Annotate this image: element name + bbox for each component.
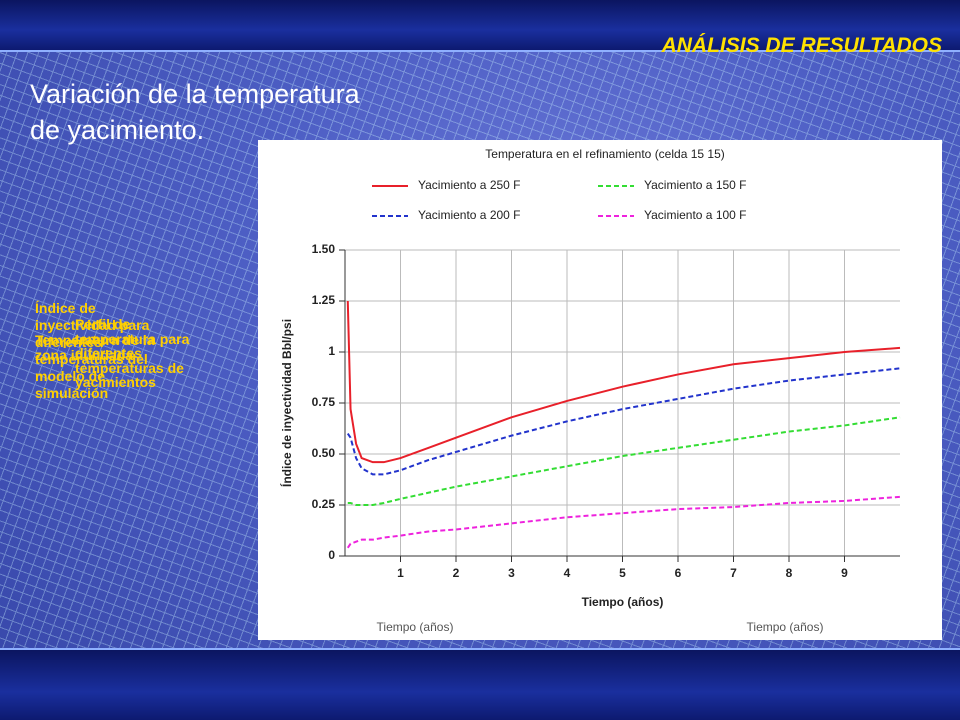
y-tick-label: 0.25 bbox=[312, 497, 336, 511]
section-title: ANÁLISIS DE RESULTADOS bbox=[661, 34, 942, 57]
note-line: yacimientos bbox=[75, 374, 156, 390]
note: Índice de inyectividad para diferentes temp… bbox=[35, 300, 149, 402]
y-tick-label: 0 bbox=[328, 548, 335, 562]
x-tick-label: 4 bbox=[564, 566, 571, 580]
legend-label: Yacimiento a 150 F bbox=[644, 178, 747, 192]
series-line bbox=[346, 367, 901, 476]
chart-background bbox=[258, 140, 942, 640]
x-tick-label: 5 bbox=[619, 566, 626, 580]
x-axis-label: Tiempo (años) bbox=[582, 595, 664, 609]
note-line: zona inundada bbox=[35, 347, 133, 363]
note-line: diferentes bbox=[35, 334, 102, 350]
footer-band bbox=[0, 648, 960, 720]
heading: Variación de la temperatura de yacimient… bbox=[30, 76, 360, 148]
chart-title: Temperatura en el refinamiento (celda 15… bbox=[485, 147, 724, 161]
faded-label: Tiempo (años) bbox=[747, 620, 824, 634]
note-line: modelo de bbox=[35, 368, 106, 384]
x-tick-label: 8 bbox=[786, 566, 793, 580]
series-line bbox=[347, 416, 901, 506]
series-line bbox=[346, 495, 901, 549]
heading-line: de yacimiento. bbox=[30, 115, 205, 145]
y-tick-label: 1 bbox=[328, 344, 335, 358]
y-tick-label: 1.25 bbox=[312, 293, 336, 307]
note: Temperatura de la zona inundada bbox=[35, 333, 155, 363]
x-tick-label: 7 bbox=[730, 566, 737, 580]
note-line: temperaturas del bbox=[35, 351, 148, 367]
note-line: temperatura para bbox=[75, 330, 190, 347]
note-line: inyectividad para bbox=[35, 317, 150, 333]
legend-label: Yacimiento a 250 F bbox=[418, 178, 521, 192]
header-band bbox=[0, 0, 960, 52]
x-tick-label: 9 bbox=[841, 566, 848, 580]
note: Perfil de temperatura para diferentes tempe… bbox=[75, 317, 189, 390]
faded-label: Tiempo (años) bbox=[377, 620, 454, 634]
heading-line: Variación de la temperatura bbox=[30, 79, 360, 109]
note-line: diferentes bbox=[75, 345, 142, 361]
note-line: Perfil de bbox=[75, 316, 131, 332]
legend-label: Yacimiento a 200 F bbox=[418, 208, 521, 222]
y-axis-label: Índice de inyectividad Bbl/psi bbox=[279, 319, 294, 487]
series-line bbox=[346, 300, 901, 464]
note-line: Temperatura de la bbox=[35, 332, 155, 348]
x-tick-label: 6 bbox=[675, 566, 682, 580]
x-tick-label: 1 bbox=[397, 566, 404, 580]
x-tick-label: 2 bbox=[453, 566, 460, 580]
note-line: simulación bbox=[35, 385, 109, 401]
note-line: temperaturas de bbox=[75, 359, 184, 376]
y-tick-label: 1.50 bbox=[312, 242, 336, 256]
x-tick-label: 3 bbox=[508, 566, 515, 580]
y-tick-label: 0.75 bbox=[312, 395, 336, 409]
note-line: Índice de bbox=[35, 300, 96, 316]
legend-label: Yacimiento a 100 F bbox=[644, 208, 747, 222]
y-tick-label: 0.50 bbox=[312, 446, 336, 460]
